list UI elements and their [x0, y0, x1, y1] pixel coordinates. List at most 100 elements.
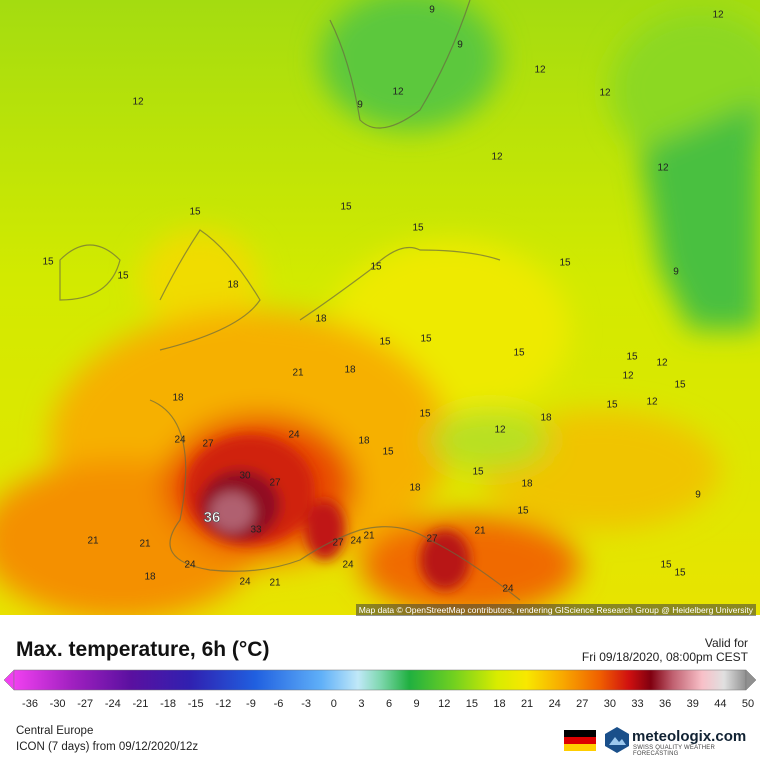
colorbar-tick-label: -36 [22, 698, 38, 710]
contour-label: 15 [420, 334, 432, 345]
contour-label: 12 [656, 358, 668, 369]
contour-label: 27 [426, 534, 438, 545]
contour-label: 15 [419, 409, 431, 420]
colorbar-tick-label: -12 [215, 698, 231, 710]
colorbar-tick-label: -24 [105, 698, 121, 710]
contour-label: 18 [540, 413, 552, 424]
contour-label: 15 [606, 400, 618, 411]
contour-label: 18 [358, 436, 370, 447]
colorbar-tick-label: 39 [687, 698, 699, 710]
colorbar-tick-label: 36 [659, 698, 671, 710]
contour-label: 15 [559, 258, 571, 269]
contour-label: 21 [292, 368, 304, 379]
contour-label: 21 [474, 526, 486, 537]
colorbar-tick-label: -3 [301, 698, 311, 710]
contour-label: 18 [172, 393, 184, 404]
contour-label: 24 [288, 430, 300, 441]
colorbar-tick-label: 12 [438, 698, 450, 710]
contour-label: 15 [674, 380, 686, 391]
contour-label: 24 [239, 577, 251, 588]
contour-label: 15 [189, 207, 201, 218]
contour-label: 12 [392, 87, 404, 98]
colorbar-tick-label: 30 [604, 698, 616, 710]
contour-label: 12 [599, 88, 611, 99]
contour-label: 15 [517, 506, 529, 517]
colorbar-tick-label: 24 [549, 698, 561, 710]
contour-label: 18 [315, 314, 327, 325]
contour-label: 9 [673, 267, 679, 278]
contour-label: 15 [379, 337, 391, 348]
contour-label: 15 [370, 262, 382, 273]
colorbar-tick-label: 18 [493, 698, 505, 710]
logo-tagline: SWISS QUALITY WEATHER FORECASTING [633, 745, 715, 757]
contour-label: 12 [622, 371, 634, 382]
contour-label: 24 [350, 536, 362, 547]
contour-label: 12 [646, 397, 658, 408]
region: Central Europe [16, 725, 94, 737]
contour-label: 15 [412, 223, 424, 234]
contour-label: 24 [342, 560, 354, 571]
contour-label: 12 [132, 97, 144, 108]
contour-label: 15 [626, 352, 638, 363]
attribution: Map data © OpenStreetMap contributors, r… [355, 604, 756, 616]
contour-label: 21 [87, 536, 99, 547]
contour-label: 12 [491, 152, 503, 163]
colorbar-tick-label: 9 [414, 698, 420, 710]
colorbar-tick-label: -21 [133, 698, 149, 710]
contour-label: 24 [502, 584, 514, 595]
colorbar: -36 -30 -27 -24 -21 -18 -15 -12 -9 -6 -3 0 3 6 9 12 15 18… [3, 669, 757, 710]
contour-label: 21 [363, 531, 375, 542]
valid-time: Fri 09/18/2020, 08:00pm CEST [581, 650, 748, 664]
contour-label: 15 [117, 271, 129, 282]
logo-name: meteologix.com [632, 728, 747, 745]
contour-label: 30 [239, 471, 251, 482]
contour-label: 18 [344, 365, 356, 376]
contour-label: 9 [457, 40, 463, 51]
contour-label: 18 [144, 572, 156, 583]
colorbar-tick-label: 15 [466, 698, 478, 710]
title: Max. temperature, 6h (°C) [16, 638, 270, 661]
contour-label: 15 [42, 257, 54, 268]
contour-label: 12 [494, 425, 506, 436]
contour-label: 18 [521, 479, 533, 490]
contour-label: 27 [269, 478, 281, 489]
contour-label: 15 [340, 202, 352, 213]
colorbar-tick-label: -9 [246, 698, 256, 710]
colorbar-tick-label: -27 [77, 698, 93, 710]
contour-label: 27 [202, 439, 214, 450]
contour-label: 24 [174, 435, 186, 446]
contour-label: 33 [250, 525, 262, 536]
colorbar-tick-label: 0 [331, 698, 337, 710]
contour-label: 15 [382, 447, 394, 458]
contour-label: 9 [357, 100, 363, 111]
contour-label: 15 [472, 467, 484, 478]
contour-label: 27 [332, 538, 344, 549]
contour-label: 9 [695, 490, 701, 501]
contour-label: 9 [429, 5, 435, 16]
colorbar-tick-label: 21 [521, 698, 533, 710]
colorbar-tick-label: 27 [576, 698, 588, 710]
colorbar-tick-label: 6 [386, 698, 392, 710]
contour-label: 12 [657, 163, 669, 174]
colorbar-tick-label: -15 [188, 698, 204, 710]
contour-label: 15 [674, 568, 686, 579]
colorbar-tick-label: 44 [714, 698, 726, 710]
logo-icon [605, 727, 629, 753]
contour-label: 18 [227, 280, 239, 291]
contour-label: 12 [534, 65, 546, 76]
model-run: ICON (7 days) from 09/12/2020/12z [16, 741, 199, 753]
colorbar-tick-label: 33 [631, 698, 643, 710]
flag-germany [564, 730, 596, 751]
colorbar-tick-label: -6 [274, 698, 284, 710]
contour-label: 15 [513, 348, 525, 359]
contour-label: 15 [660, 560, 672, 571]
colorbar-tick-label: -18 [160, 698, 176, 710]
contour-label: 21 [139, 539, 151, 550]
contour-label: 24 [184, 560, 196, 571]
colorbar-tick-label: 3 [358, 698, 364, 710]
colorbar-tick-label: 50 [742, 698, 754, 710]
valid-label: Valid for [704, 636, 748, 650]
contour-label: 12 [712, 10, 724, 21]
